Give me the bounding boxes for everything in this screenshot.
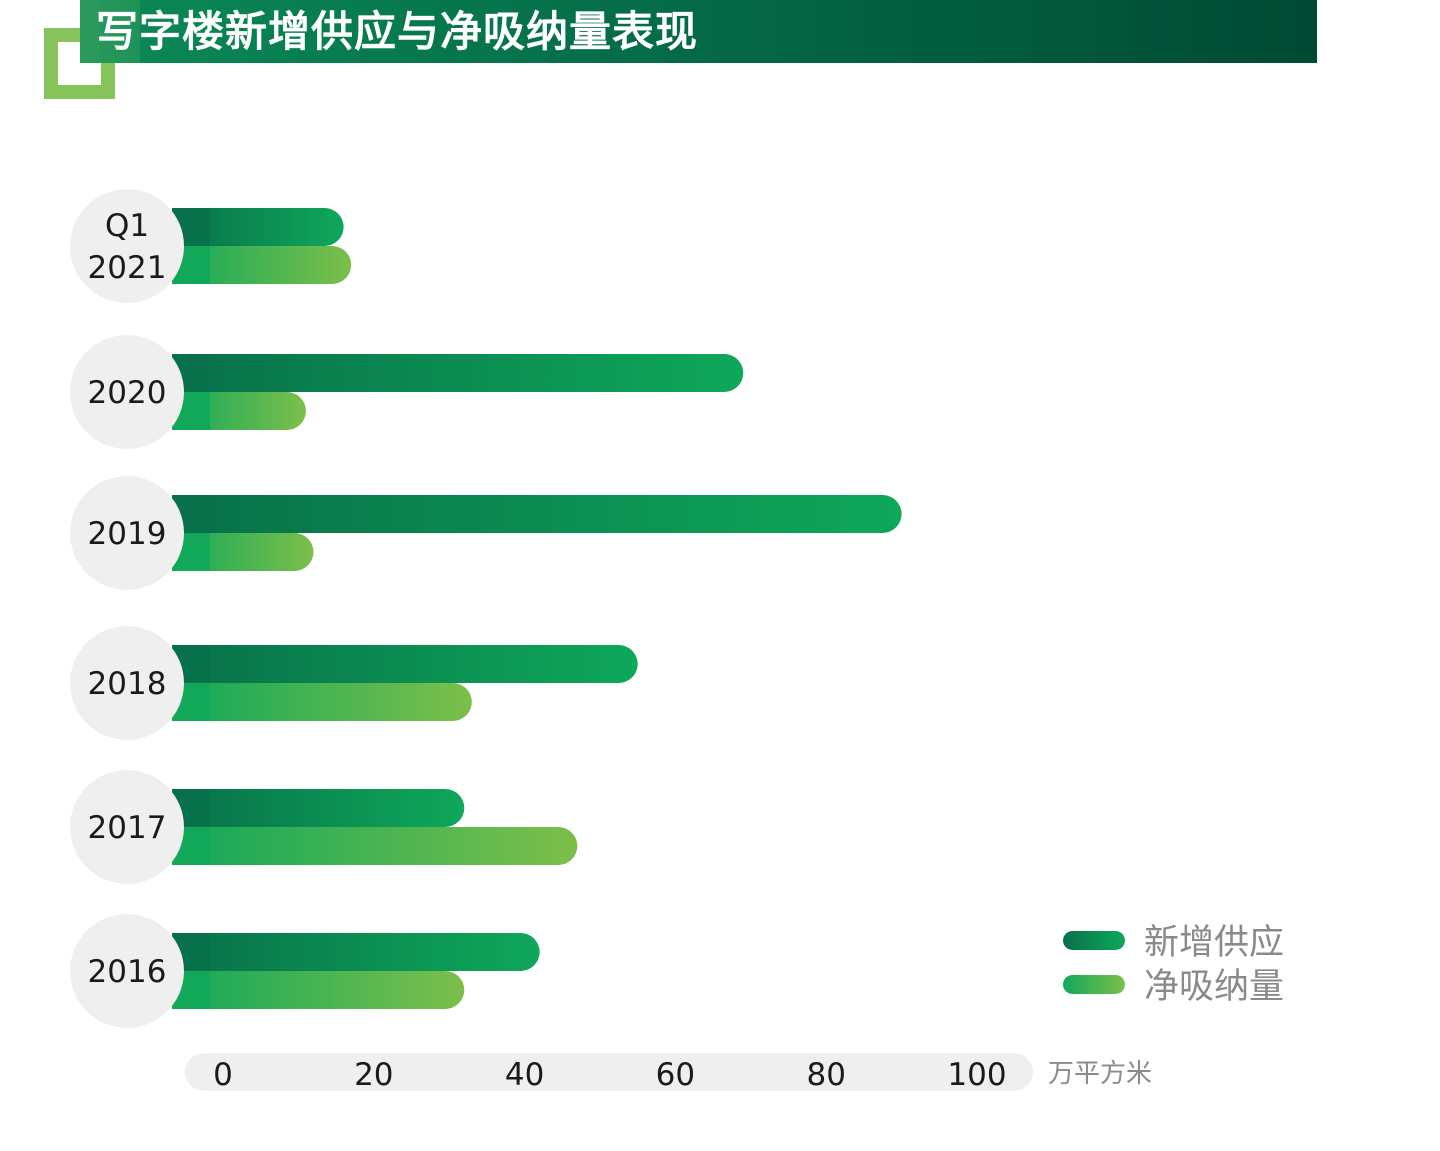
bar-absorption-2017: [172, 827, 578, 865]
category-label: 2020: [88, 375, 167, 411]
category-labels: Q1 2021 2020 2019 2018 2017 2016: [70, 189, 184, 1028]
category-label: 2016: [88, 954, 167, 990]
x-tick-label: 80: [806, 1057, 845, 1093]
category-label: 2018: [88, 666, 167, 702]
bar-absorption-Q1-2021: [172, 246, 352, 284]
x-tick-label: 0: [213, 1057, 233, 1093]
category-badge: [70, 770, 184, 884]
x-axis: 0 20 40 60 80 100 万平方米: [185, 1053, 1152, 1093]
title-bar: [80, 0, 1317, 63]
category-badge: [70, 626, 184, 740]
category-label: 2021: [88, 250, 167, 286]
bar-absorption-2016: [172, 971, 465, 1009]
category-badge: [70, 914, 184, 1028]
x-axis-unit: 万平方米: [1048, 1059, 1152, 1089]
bar-supply-2019: [172, 495, 902, 533]
bars-layer: [172, 208, 902, 1009]
x-tick-label: 20: [354, 1057, 393, 1093]
legend-label-absorption: 净吸纳量: [1144, 967, 1284, 1007]
x-tick-label: 40: [505, 1057, 544, 1093]
category-badge: [70, 189, 184, 303]
x-tick-label: 100: [947, 1057, 1006, 1093]
x-tick-label: 60: [656, 1057, 695, 1093]
category-label: Q1: [105, 208, 149, 244]
legend-swatch-absorption: [1063, 975, 1125, 994]
category-label: 2017: [88, 810, 167, 846]
bar-supply-2016: [172, 933, 540, 971]
legend-swatch-supply: [1063, 931, 1125, 950]
bar-absorption-2018: [172, 683, 472, 721]
bar-supply-2020: [172, 354, 744, 392]
title-bar-accent: [80, 0, 140, 63]
category-badge: [70, 335, 184, 449]
x-axis-band: [185, 1053, 1033, 1091]
chart-title: 写字楼新增供应与净吸纳量表现: [96, 7, 699, 56]
legend-label-supply: 新增供应: [1144, 923, 1284, 963]
bar-supply-2017: [172, 789, 465, 827]
bar-supply-Q1-2021: [172, 208, 344, 246]
category-badge: [70, 476, 184, 590]
category-label: 2019: [88, 516, 167, 552]
bar-supply-2018: [172, 645, 638, 683]
